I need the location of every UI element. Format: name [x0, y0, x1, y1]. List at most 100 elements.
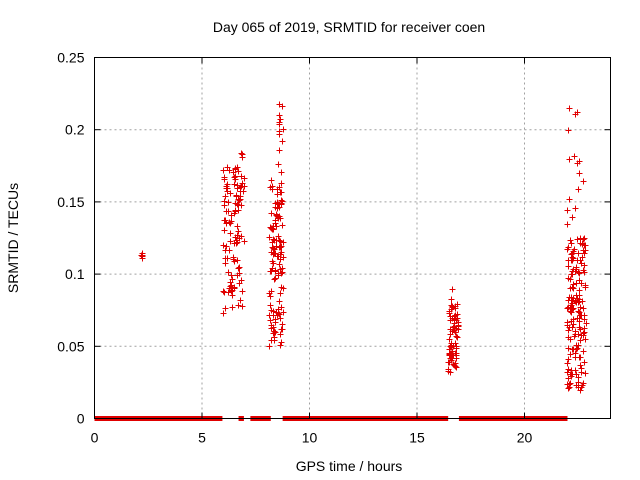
- data-point: [566, 196, 573, 203]
- data-point: [238, 150, 245, 157]
- data-point: [222, 260, 229, 267]
- data-point: [581, 329, 588, 336]
- data-point: [571, 153, 578, 160]
- data-point: [221, 289, 228, 296]
- y-tick-label: 0.15: [57, 194, 84, 210]
- data-point: [234, 164, 241, 171]
- data-point: [235, 302, 242, 309]
- data-point: [573, 292, 580, 299]
- data-point: [570, 346, 577, 353]
- data-point: [564, 319, 571, 326]
- data-point: [276, 101, 283, 108]
- data-point: [445, 359, 452, 366]
- data-point: [271, 237, 278, 244]
- data-point: [231, 181, 238, 188]
- data-point: [582, 242, 589, 249]
- data-point: [220, 167, 227, 174]
- x-axis-label: GPS time / hours: [296, 458, 403, 474]
- data-point: [239, 288, 246, 295]
- data-point: [448, 340, 455, 347]
- data-point: [454, 311, 461, 318]
- data-point: [564, 305, 571, 312]
- data-point: [225, 208, 232, 215]
- data-point: [236, 270, 243, 277]
- data-point: [279, 321, 286, 328]
- data-point: [575, 186, 582, 193]
- x-tick-label: 15: [409, 430, 425, 446]
- data-point: [569, 297, 576, 304]
- data-point: [568, 309, 575, 316]
- data-point: [276, 147, 283, 154]
- data-point: [237, 297, 244, 304]
- data-point: [565, 375, 572, 382]
- data-point: [222, 193, 229, 200]
- data-point: [565, 275, 572, 282]
- data-point: [568, 240, 575, 247]
- x-tick-label: 5: [198, 430, 206, 446]
- y-tick-label: 0.1: [65, 266, 85, 282]
- data-point: [276, 298, 283, 305]
- data-point: [565, 263, 572, 270]
- data-point: [565, 127, 572, 134]
- data-point: [269, 265, 276, 272]
- data-point: [567, 336, 574, 343]
- data-point: [236, 197, 243, 204]
- data-point: [276, 184, 283, 191]
- x-tick-label: 10: [302, 430, 318, 446]
- data-point: [565, 385, 572, 392]
- data-point: [569, 324, 576, 331]
- data-point: [266, 343, 273, 350]
- data-point: [575, 308, 582, 315]
- data-point: [570, 316, 577, 323]
- data-point: [567, 237, 574, 244]
- data-point: [270, 330, 277, 337]
- data-point: [236, 264, 243, 271]
- data-point: [580, 305, 587, 312]
- data-point: [449, 286, 456, 293]
- data-point: [576, 354, 583, 361]
- y-tick-label: 0: [77, 411, 85, 427]
- data-point: [453, 350, 460, 357]
- data-point: [234, 201, 241, 208]
- data-point: [576, 324, 583, 331]
- data-point: [270, 226, 277, 233]
- data-point: [267, 302, 274, 309]
- data-point: [565, 327, 572, 334]
- data-point: [268, 337, 275, 344]
- data-point: [278, 200, 285, 207]
- data-point: [278, 339, 285, 346]
- data-point: [566, 294, 573, 301]
- data-point: [237, 193, 244, 200]
- data-point: [574, 257, 581, 264]
- data-point: [582, 336, 589, 343]
- data-point: [572, 298, 579, 305]
- data-point: [581, 312, 588, 319]
- data-point: [575, 269, 582, 276]
- data-point: [228, 212, 235, 219]
- data-point: [576, 270, 583, 277]
- data-point: [453, 343, 460, 350]
- data-point: [232, 208, 239, 215]
- data-point: [227, 190, 234, 197]
- data-point: [278, 180, 285, 187]
- data-point: [235, 265, 242, 272]
- data-point: [572, 205, 579, 212]
- data-point: [450, 324, 457, 331]
- data-point: [271, 250, 278, 257]
- data-point: [579, 382, 586, 389]
- data-point: [454, 334, 461, 341]
- data-point: [447, 369, 454, 376]
- data-point: [564, 360, 571, 367]
- data-point: [572, 367, 579, 374]
- data-point: [270, 236, 277, 243]
- data-point: [230, 254, 237, 261]
- data-point: [275, 161, 282, 168]
- data-point: [224, 164, 231, 171]
- x-tick-label: 0: [91, 430, 99, 446]
- data-point: [564, 221, 571, 228]
- data-point: [238, 183, 245, 190]
- data-point: [453, 364, 460, 371]
- data-point: [280, 126, 287, 133]
